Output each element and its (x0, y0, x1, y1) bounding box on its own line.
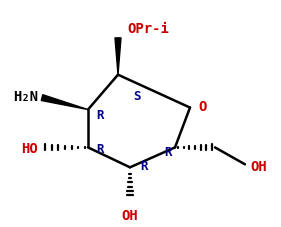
Text: OPr-i: OPr-i (127, 22, 169, 36)
Text: HO: HO (21, 142, 38, 156)
Text: R: R (96, 109, 104, 122)
Text: OH: OH (250, 160, 267, 174)
Polygon shape (41, 95, 88, 110)
Text: O: O (198, 100, 206, 114)
Text: H₂N: H₂N (13, 90, 38, 104)
Text: R: R (140, 160, 148, 173)
Text: OH: OH (122, 209, 138, 223)
Polygon shape (115, 38, 121, 75)
Text: R: R (164, 146, 172, 159)
Text: S: S (133, 90, 141, 103)
Text: R: R (96, 143, 104, 156)
